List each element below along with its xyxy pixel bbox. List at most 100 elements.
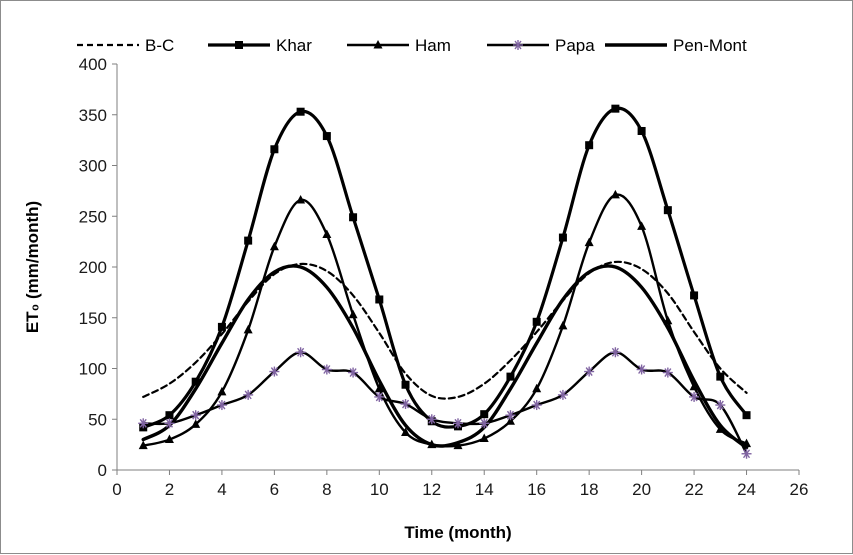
triangle-marker xyxy=(558,320,568,330)
x-tick-label: 14 xyxy=(475,480,494,499)
square-marker xyxy=(532,317,541,326)
square-marker xyxy=(558,233,567,242)
square-marker xyxy=(585,141,594,150)
x-tick-label: 18 xyxy=(580,480,599,499)
square-marker xyxy=(322,132,331,141)
square-marker xyxy=(690,291,699,300)
y-tick-label: 400 xyxy=(79,55,107,74)
triangle-marker xyxy=(453,440,463,450)
y-tick-label: 50 xyxy=(88,410,107,429)
square-marker xyxy=(637,126,646,135)
asterisk-marker xyxy=(531,400,542,411)
x-tick-label: 8 xyxy=(322,480,331,499)
triangle-marker xyxy=(637,221,647,230)
legend-label: Pen-Mont xyxy=(673,36,747,55)
square-marker xyxy=(270,145,279,154)
asterisk-marker xyxy=(164,418,175,429)
triangle-marker xyxy=(505,416,515,425)
series-layer xyxy=(141,106,749,455)
y-tick-label: 0 xyxy=(98,461,107,480)
square-marker xyxy=(191,377,200,386)
x-tick-label: 2 xyxy=(165,480,174,499)
square-marker xyxy=(375,295,384,304)
x-tick-label: 10 xyxy=(370,480,389,499)
x-tick-label: 0 xyxy=(112,480,121,499)
triangle-marker xyxy=(689,381,699,391)
square-marker xyxy=(217,322,226,331)
y-axis-title: ET₀ (mm/month) xyxy=(23,201,42,333)
triangle-marker xyxy=(296,195,306,204)
series-line-pen-mont xyxy=(141,264,749,450)
square-marker xyxy=(165,411,174,420)
square-marker xyxy=(480,410,489,419)
triangle-marker xyxy=(427,439,437,449)
x-tick-label: 4 xyxy=(217,480,226,499)
square-marker xyxy=(663,206,672,215)
triangle-marker xyxy=(401,427,411,436)
asterisk-marker xyxy=(295,347,306,358)
y-tick-label: 350 xyxy=(79,106,107,125)
triangle-marker xyxy=(348,309,358,319)
marker-layer xyxy=(138,104,752,459)
triangle-marker xyxy=(479,433,489,443)
square-marker xyxy=(716,372,725,381)
legend-label: Papa xyxy=(555,36,595,55)
triangle-marker xyxy=(322,229,332,239)
legend-item: Khar xyxy=(208,36,312,55)
asterisk-marker xyxy=(505,410,516,421)
x-tick-label: 12 xyxy=(422,480,441,499)
square-marker xyxy=(235,41,243,49)
triangle-marker xyxy=(663,315,673,325)
x-tick-label: 22 xyxy=(685,480,704,499)
x-tick-label: 26 xyxy=(790,480,809,499)
triangle-marker xyxy=(243,324,253,334)
x-tick-label: 20 xyxy=(632,480,651,499)
asterisk-marker xyxy=(513,40,523,50)
asterisk-marker xyxy=(138,418,149,429)
x-tick-label: 24 xyxy=(737,480,756,499)
triangle-marker xyxy=(191,419,201,428)
x-tick-label: 6 xyxy=(270,480,279,499)
legend-item: Pen-Mont xyxy=(605,36,747,55)
triangle-marker xyxy=(373,40,383,49)
asterisk-marker xyxy=(243,389,254,400)
triangle-marker xyxy=(584,237,594,247)
y-tick-label: 250 xyxy=(79,207,107,226)
asterisk-marker xyxy=(216,400,227,411)
x-axis-title: Time (month) xyxy=(404,523,511,542)
square-marker xyxy=(506,372,515,381)
asterisk-marker xyxy=(190,410,201,421)
triangle-marker xyxy=(269,241,279,251)
square-marker xyxy=(296,107,305,116)
x-tick-label: 16 xyxy=(527,480,546,499)
asterisk-marker xyxy=(269,366,280,377)
asterisk-marker xyxy=(453,418,463,429)
asterisk-marker xyxy=(321,364,332,375)
square-marker xyxy=(244,236,253,245)
legend-item: B-C xyxy=(77,36,174,55)
series-line-khar xyxy=(141,106,749,429)
triangle-marker xyxy=(138,440,148,450)
square-marker xyxy=(742,411,751,420)
legend-item: Papa xyxy=(487,36,595,55)
asterisk-marker xyxy=(479,418,490,429)
square-marker xyxy=(611,104,620,113)
asterisk-marker xyxy=(741,448,752,459)
triangle-marker xyxy=(217,386,227,396)
asterisk-marker xyxy=(610,347,621,358)
triangle-marker xyxy=(610,189,620,199)
asterisk-marker xyxy=(689,391,700,402)
legend-label: Ham xyxy=(415,36,451,55)
asterisk-marker xyxy=(584,366,595,377)
legend-label: Khar xyxy=(276,36,312,55)
asterisk-marker xyxy=(400,399,411,410)
asterisk-marker xyxy=(374,391,385,402)
triangle-marker xyxy=(164,434,174,444)
asterisk-marker xyxy=(426,414,437,425)
series-line-b-c xyxy=(142,260,748,400)
asterisk-marker xyxy=(636,364,647,375)
asterisk-marker xyxy=(557,389,568,400)
